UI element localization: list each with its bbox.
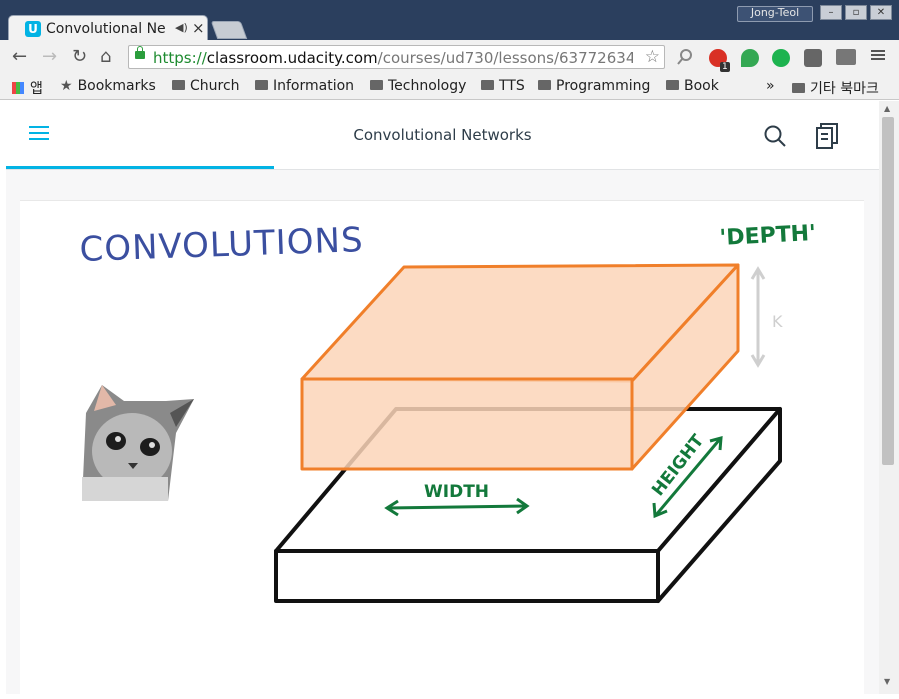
width-arrow	[384, 497, 530, 517]
convolution-drawing: CONVOLUTIONS	[79, 220, 816, 603]
bookmark-apps[interactable]: 앱	[12, 78, 43, 98]
udacity-classroom-page: Convolutional Networks CONVOLUTIONS	[6, 101, 879, 695]
folder-icon	[481, 80, 494, 90]
audio-playing-icon[interactable]: ◀)	[175, 21, 188, 34]
content-area: CONVOLUTIONS	[6, 170, 879, 695]
close-window-button[interactable]: ✕	[870, 5, 892, 20]
address-bar[interactable]: https://classroom.udacity.com/courses/ud…	[128, 45, 665, 69]
folder-icon	[538, 80, 551, 90]
back-icon[interactable]: ←	[12, 46, 28, 67]
bookmark-programming[interactable]: Programming	[538, 78, 650, 94]
folder-icon	[172, 80, 185, 90]
bookmark-tts[interactable]: TTS	[481, 78, 525, 94]
patch-volume	[300, 263, 740, 471]
folder-icon	[370, 80, 383, 90]
tab-close-icon[interactable]: ×	[192, 19, 205, 37]
bookmarks-overflow-button[interactable]: »	[766, 78, 775, 94]
kitten-image	[82, 385, 194, 501]
bookmark-church[interactable]: Church	[172, 78, 240, 94]
new-tab-button[interactable]	[210, 21, 248, 39]
reload-icon[interactable]: ↻	[72, 46, 88, 67]
secure-lock-icon	[135, 46, 145, 59]
star-icon: ★	[60, 78, 73, 94]
scrollbar-thumb[interactable]	[882, 117, 894, 465]
url-text[interactable]: https://classroom.udacity.com/courses/ud…	[153, 49, 633, 67]
forward-icon[interactable]: →	[42, 46, 58, 67]
profile-button[interactable]: Jong-Teol	[737, 6, 813, 22]
bookmark-bookmarks[interactable]: ★ Bookmarks	[60, 78, 156, 94]
other-bookmarks[interactable]: 기타 북마크	[792, 78, 879, 98]
notes-icon[interactable]	[815, 123, 839, 149]
scroll-down-icon[interactable]: ▼	[884, 677, 891, 686]
bookmarks-bar: 앱 ★ Bookmarks Church Information Technolo…	[0, 74, 899, 100]
bookmark-star-icon[interactable]: ☆	[644, 47, 660, 67]
extension-badge: 1	[720, 62, 730, 72]
camera-extension-icon[interactable]	[804, 49, 822, 67]
bookmark-information[interactable]: Information	[255, 78, 354, 94]
browser-toolbar: ← → ↻ ⌂ https://classroom.udacity.com/co…	[0, 40, 899, 74]
lesson-header: Convolutional Networks	[6, 101, 879, 170]
hamburger-icon[interactable]	[29, 126, 49, 142]
green-extension-icon[interactable]	[772, 49, 790, 67]
magnifier-extension-icon[interactable]	[676, 48, 694, 66]
depth-arrow	[750, 266, 766, 368]
folder-icon	[255, 80, 268, 90]
video-frame[interactable]: CONVOLUTIONS	[20, 200, 864, 695]
lesson-progress-bar	[6, 166, 274, 169]
window-titlebar: U Convolutional Ne ◀) × Jong-Teol – ▫ ✕	[0, 0, 899, 41]
page-title: Convolutional Networks	[353, 126, 532, 144]
maximize-button[interactable]: ▫	[845, 5, 867, 20]
home-icon[interactable]: ⌂	[100, 46, 112, 67]
minimize-button[interactable]: –	[820, 5, 842, 20]
bookmark-technology[interactable]: Technology	[370, 78, 466, 94]
tab-title: Convolutional Ne	[46, 21, 166, 37]
page-scrollbar[interactable]: ▲ ▼	[879, 101, 899, 694]
apps-grid-icon	[12, 82, 24, 94]
bookmark-book[interactable]: Book	[666, 78, 719, 94]
scroll-up-icon[interactable]: ▲	[884, 104, 891, 113]
width-label: WIDTH	[424, 482, 489, 502]
depth-label: 'DEPTH'	[719, 221, 816, 251]
chrome-menu-icon[interactable]	[871, 48, 885, 62]
search-icon[interactable]	[764, 125, 786, 147]
evernote-extension-icon[interactable]	[741, 49, 759, 67]
folder-icon	[666, 80, 679, 90]
browser-tab[interactable]: U Convolutional Ne ◀) ×	[8, 15, 208, 41]
k-label: K	[772, 312, 783, 331]
height-arrow	[652, 435, 723, 519]
folder-icon	[792, 83, 805, 93]
dictionary-extension-icon[interactable]	[836, 49, 856, 65]
convolutions-heading: CONVOLUTIONS	[79, 220, 364, 270]
udacity-favicon-icon: U	[25, 21, 41, 37]
